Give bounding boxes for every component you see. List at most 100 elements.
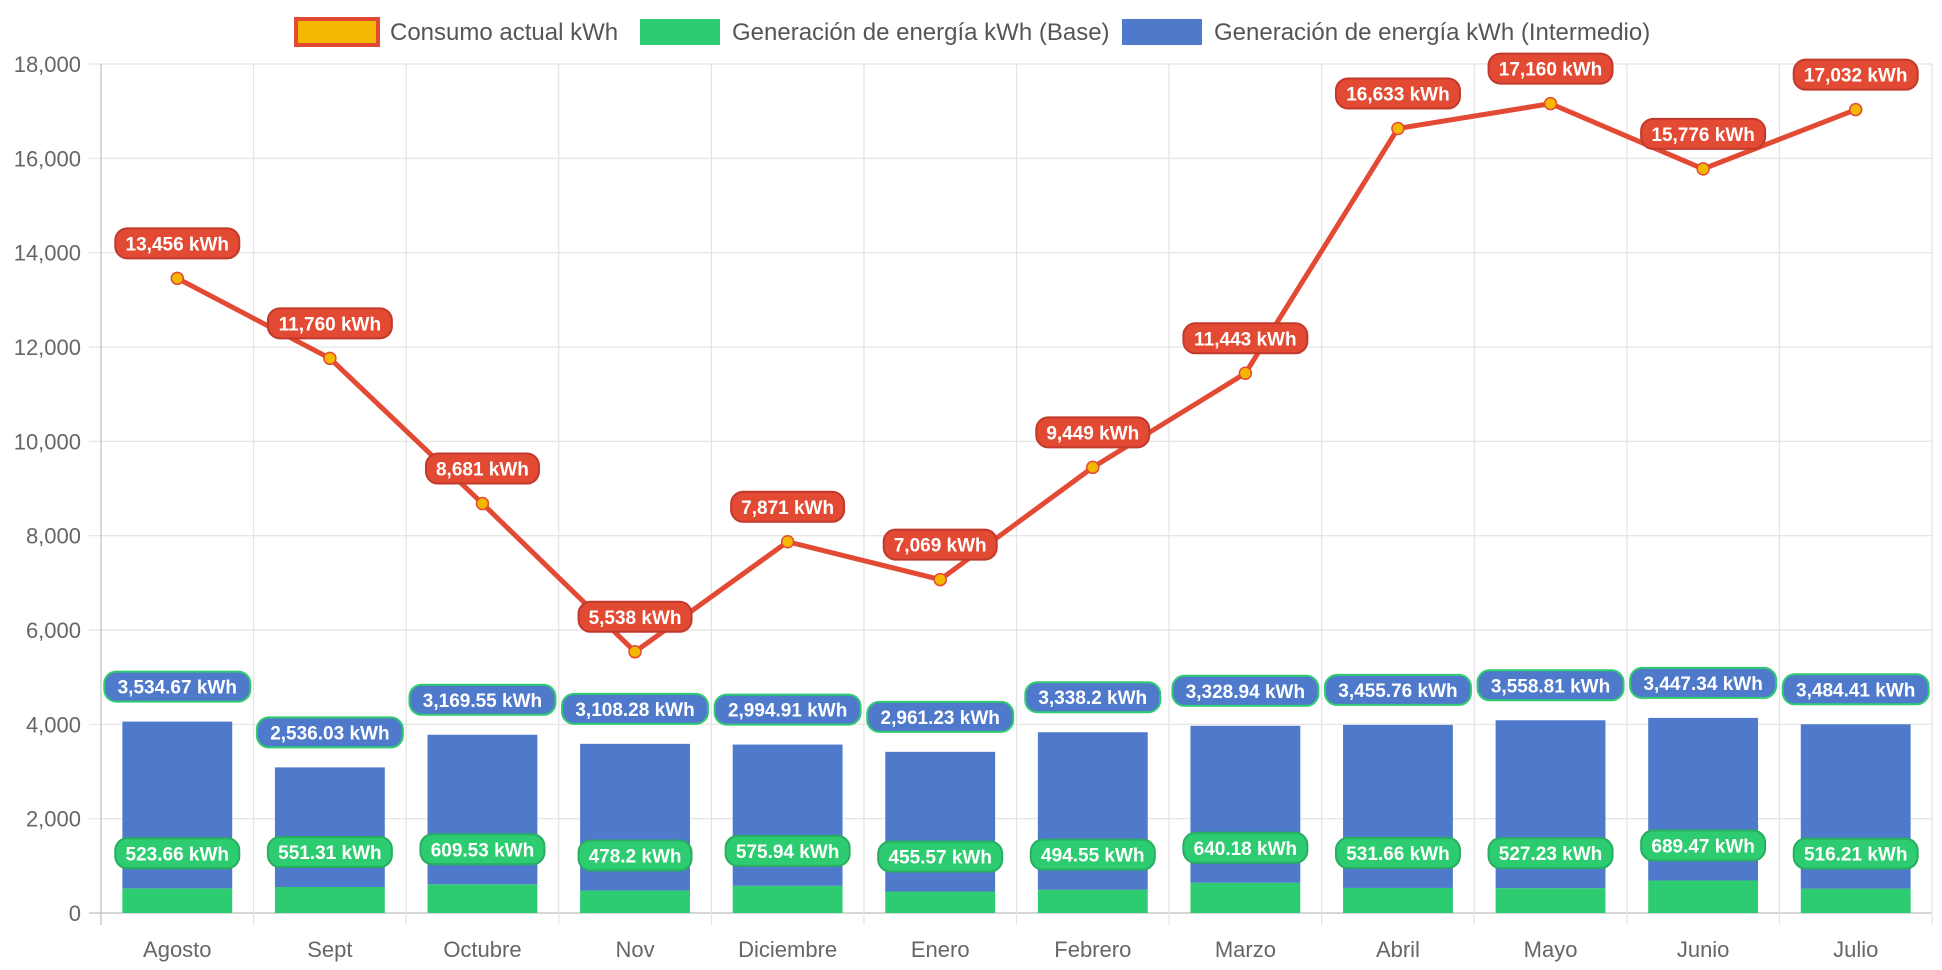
x-tick-label-mayo: Mayo: [1524, 937, 1578, 962]
label-intermedio-febrero-text: 3,338.2 kWh: [1038, 688, 1147, 709]
label-intermedio-sept: 2,536.03 kWh: [255, 716, 404, 749]
label-consumo-junio: 15,776 kWh: [1640, 117, 1767, 150]
label-consumo-sept-bg: [266, 307, 393, 340]
legend-swatch-consumo: [294, 17, 380, 47]
consumo-point-abril: [1391, 121, 1405, 136]
label-intermedio-diciembre-bg: [713, 693, 862, 726]
label-intermedio-enero-text: 2,961.23 kWh: [881, 708, 1000, 729]
label-intermedio-sept-text: 2,536.03 kWh: [270, 723, 389, 744]
legend-item-consumo[interactable]: Consumo actual kWh: [294, 17, 618, 47]
bar-base-abril: [1343, 887, 1453, 913]
label-base-octubre-bg: [419, 833, 546, 866]
label-base-mayo-text: 527.23 kWh: [1499, 844, 1603, 865]
label-base-julio-bg: [1792, 837, 1919, 870]
label-base-junio-bg: [1640, 829, 1767, 862]
y-tick-label: 0: [69, 901, 81, 926]
y-tick-label: 16,000: [14, 146, 81, 171]
label-consumo-diciembre-text: 7,871 kWh: [741, 498, 834, 519]
x-tick-label-nov: Nov: [615, 937, 654, 962]
label-consumo-octubre-text: 8,681 kWh: [436, 460, 529, 481]
label-consumo-nov: 5,538 kWh: [577, 600, 693, 633]
y-tick-label: 18,000: [14, 52, 81, 77]
consumo-point-nov: [628, 645, 642, 659]
legend-label-intermedio: Generación de energía kWh (Intermedio): [1214, 19, 1650, 46]
bar-base-mayo: [1495, 888, 1606, 913]
label-consumo-mayo-bg: [1487, 52, 1614, 85]
label-base-enero-bg: [877, 840, 1004, 873]
label-intermedio-mayo-text: 3,558.81 kWh: [1491, 676, 1610, 697]
x-axis: Agosto Sept Octubre Nov Diciembre Enero Febrer…: [143, 937, 1878, 962]
label-consumo-junio-text: 15,776 kWh: [1651, 125, 1755, 146]
bar-base-sept: [274, 886, 385, 913]
label-base-sept-bg: [266, 835, 393, 868]
label-intermedio-nov-text: 3,108.28 kWh: [575, 700, 694, 721]
label-base-abril-text: 531.66 kWh: [1346, 844, 1450, 865]
label-intermedio-diciembre-text: 2,994.91 kWh: [728, 701, 847, 722]
legend-swatch-base: [640, 19, 720, 45]
label-base-octubre: 609.53 kWh: [419, 833, 546, 866]
label-intermedio-febrero: 3,338.2 kWh: [1024, 681, 1162, 714]
label-base-octubre-text: 609.53 kWh: [431, 840, 535, 861]
label-intermedio-enero: 2,961.23 kWh: [866, 700, 1015, 733]
y-tick-label: 6,000: [26, 618, 81, 643]
label-intermedio-abril-text: 3,455.76 kWh: [1338, 681, 1457, 702]
label-consumo-nov-bg: [577, 600, 693, 633]
label-intermedio-abril-bg: [1323, 673, 1472, 706]
consumo-point-diciembre: [780, 535, 795, 549]
label-intermedio-junio-text: 3,447.34 kWh: [1643, 674, 1762, 695]
label-intermedio-abril: 3,455.76 kWh: [1323, 673, 1472, 706]
label-consumo-agosto-text: 13,456 kWh: [126, 234, 230, 255]
label-consumo-marzo: 11,443 kWh: [1182, 322, 1309, 355]
label-base-sept: 551.31 kWh: [266, 835, 393, 868]
label-consumo-marzo-bg: [1182, 322, 1309, 355]
label-intermedio-julio: 3,484.41 kWh: [1781, 673, 1930, 706]
label-base-agosto-bg: [114, 837, 241, 870]
label-base-abril: 531.66 kWh: [1334, 836, 1461, 869]
legend-label-base: Generación de energía kWh (Base): [732, 19, 1110, 46]
x-tick-label-abril: Abril: [1376, 937, 1420, 962]
label-base-diciembre: 575.94 kWh: [724, 834, 851, 867]
bar-base-nov: [580, 890, 690, 913]
y-tick-label: 4,000: [26, 712, 81, 737]
legend-item-base[interactable]: Generación de energía kWh (Base): [640, 19, 1110, 46]
label-consumo-sept-text: 11,760 kWh: [279, 314, 381, 335]
label-base-mayo-bg: [1487, 837, 1614, 870]
consumo-point-octubre: [475, 496, 490, 511]
label-base-febrero: 494.55 kWh: [1029, 838, 1156, 871]
label-base-febrero-bg: [1029, 838, 1156, 871]
y-tick-label: 14,000: [14, 241, 81, 266]
label-base-mayo: 527.23 kWh: [1487, 837, 1614, 870]
bar-base-junio: [1648, 880, 1759, 913]
x-tick-label-febrero: Febrero: [1054, 937, 1131, 962]
label-consumo-febrero: 9,449 kWh: [1035, 416, 1151, 449]
consumo-point-marzo: [1238, 366, 1253, 381]
consumo-point-febrero: [1086, 460, 1100, 475]
label-consumo-febrero-bg: [1035, 416, 1151, 449]
label-consumo-octubre-bg: [424, 452, 540, 485]
x-tick-label-junio: Junio: [1677, 937, 1730, 962]
label-intermedio-diciembre: 2,994.91 kWh: [713, 693, 862, 726]
label-intermedio-marzo: 3,328.94 kWh: [1171, 674, 1320, 707]
label-consumo-agosto-bg: [114, 227, 241, 260]
label-intermedio-nov-bg: [561, 692, 710, 725]
label-consumo-febrero-text: 9,449 kWh: [1046, 423, 1139, 444]
label-consumo-enero-bg: [882, 528, 998, 561]
legend-label-consumo: Consumo actual kWh: [390, 19, 618, 46]
legend-item-intermedio[interactable]: Generación de energía kWh (Intermedio): [1122, 19, 1650, 46]
label-intermedio-enero-bg: [866, 700, 1015, 733]
label-base-junio: 689.47 kWh: [1640, 829, 1767, 862]
label-consumo-nov-text: 5,538 kWh: [589, 608, 682, 629]
consumo-point-agosto: [170, 271, 185, 286]
label-intermedio-mayo-bg: [1476, 669, 1625, 702]
label-consumo-octubre: 8,681 kWh: [424, 452, 540, 485]
label-intermedio-mayo: 3,558.81 kWh: [1476, 669, 1625, 702]
label-intermedio-nov: 3,108.28 kWh: [561, 692, 710, 725]
label-intermedio-marzo-text: 3,328.94 kWh: [1186, 682, 1305, 703]
legend: Consumo actual kWh Generación de energía…: [294, 17, 1650, 47]
label-consumo-abril-text: 16,633 kWh: [1346, 84, 1450, 105]
x-tick-label-octubre: Octubre: [443, 937, 521, 962]
y-tick-label: 10,000: [14, 429, 81, 454]
label-base-diciembre-text: 575.94 kWh: [736, 842, 840, 863]
label-intermedio-octubre-bg: [408, 683, 557, 716]
